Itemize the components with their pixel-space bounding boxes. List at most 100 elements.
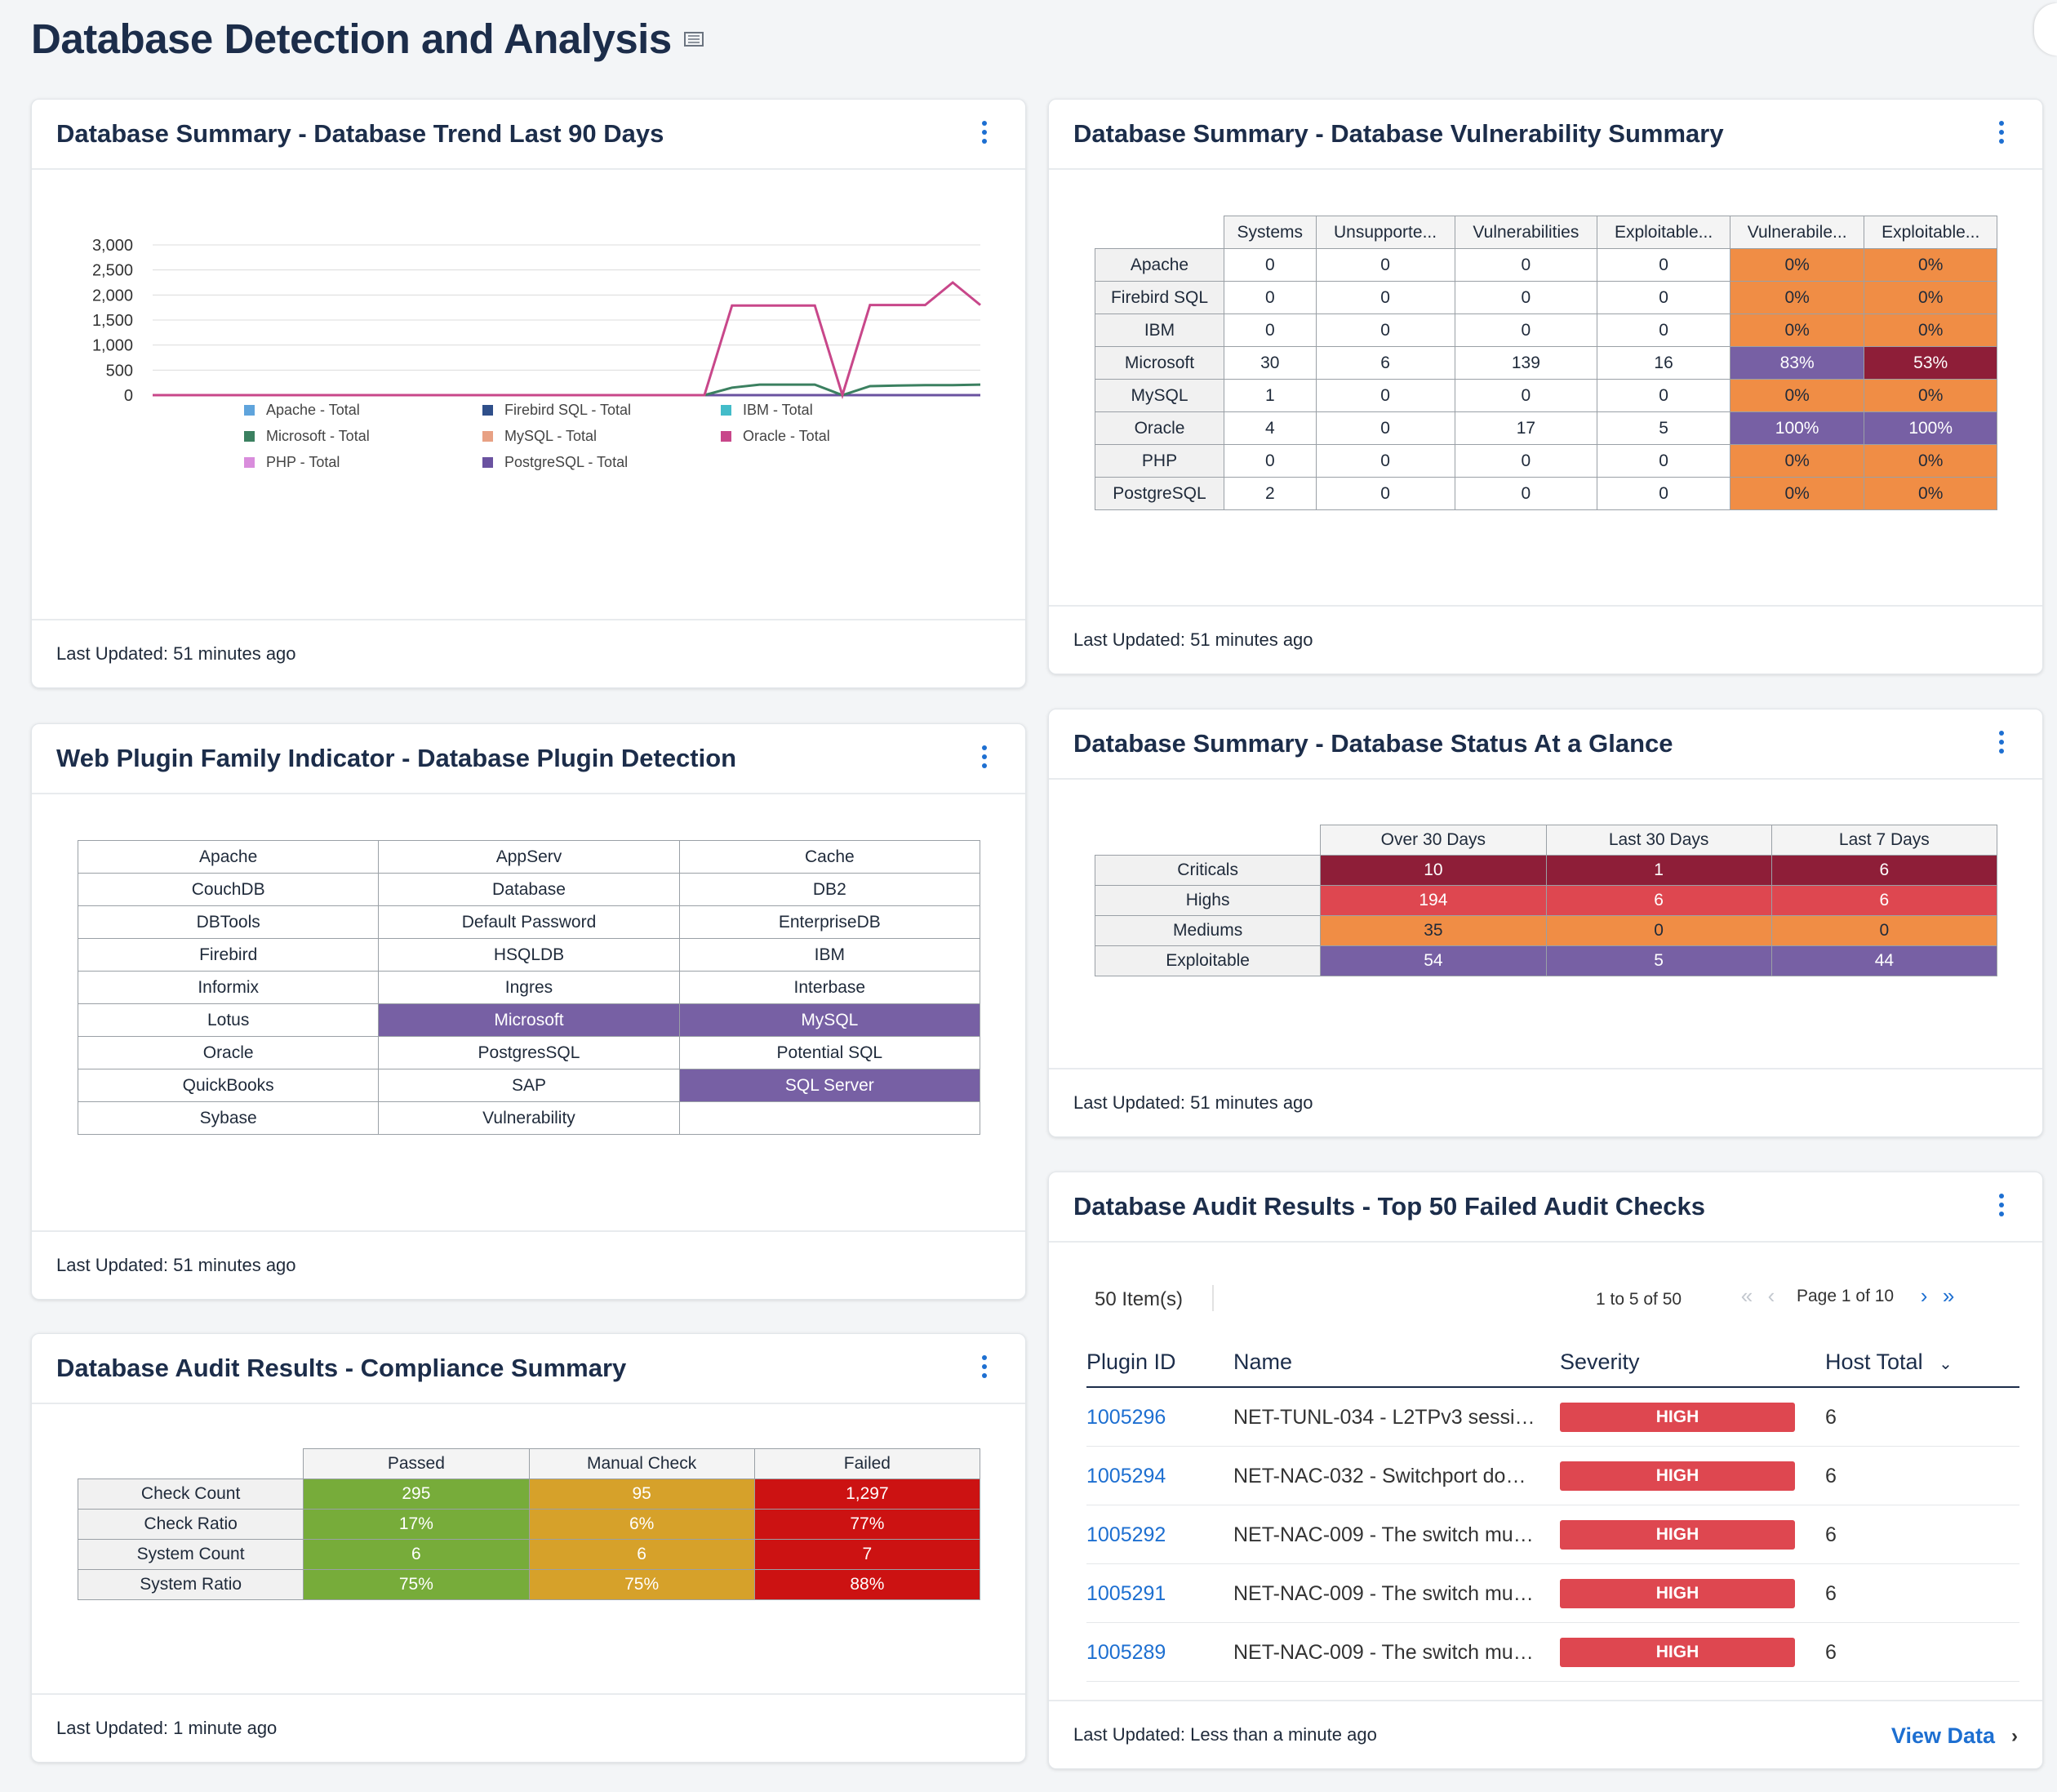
severity-badge: HIGH <box>1560 1520 1795 1550</box>
plugin-cell: PostgresSQL <box>378 1036 680 1069</box>
table-cell: 1,297 <box>753 1479 981 1510</box>
table-cell: 100% <box>1864 411 1997 445</box>
vulnerability-summary-table: Systems Unsupporte... Vulnerabilities Explo… <box>1095 216 1997 510</box>
table-cell: 75% <box>303 1569 530 1600</box>
table-row: IBM 0 0 0 0 0% 0% <box>1095 313 1997 347</box>
table-cell: 0 <box>1597 281 1730 314</box>
page-title: Database Detection and Analysis <box>31 15 706 63</box>
row-header: IBM <box>1095 313 1224 347</box>
column-header: Exploitable... <box>1597 216 1730 249</box>
column-plugin-id[interactable]: Plugin ID <box>1086 1350 1176 1374</box>
card-title: Database Audit Results - Compliance Summ… <box>56 1354 627 1382</box>
legend-swatch <box>721 431 731 442</box>
host-total: 6 <box>1825 1523 1837 1546</box>
series-line-microsoft-total[interactable] <box>153 383 981 397</box>
side-panel-toggle[interactable] <box>2034 3 2057 56</box>
kebab-menu-icon[interactable] <box>981 1355 988 1378</box>
table-cell: 0 <box>1224 313 1317 347</box>
kebab-menu-icon[interactable] <box>1998 1194 2005 1216</box>
table-cell: 4 <box>1224 411 1317 445</box>
table-row: Highs 194 6 6 <box>1094 885 1998 916</box>
table-cell: 0 <box>1454 248 1598 282</box>
kebab-menu-icon[interactable] <box>1998 121 2005 144</box>
column-header: Passed <box>303 1448 530 1479</box>
card-header: Database Summary - Database Vulnerabilit… <box>1049 100 2042 170</box>
legend-item[interactable]: Microsoft - Total <box>244 428 482 445</box>
plugin-cell: SAP <box>378 1069 680 1102</box>
card-title: Database Audit Results - Top 50 Failed A… <box>1073 1192 1706 1221</box>
check-name: NET-NAC-009 - The switch must manage exc… <box>1233 1641 1535 1664</box>
first-page-icon[interactable]: « <box>1740 1283 1753 1308</box>
divider <box>1212 1285 1214 1311</box>
plugin-id-link[interactable]: 1005289 <box>1086 1641 1166 1664</box>
table-row[interactable]: 1005289 NET-NAC-009 - The switch must man… <box>1086 1623 2019 1682</box>
view-data-link[interactable]: View Data › <box>1891 1723 2018 1749</box>
card-title: Web Plugin Family Indicator - Database P… <box>56 744 737 772</box>
table-row[interactable]: 1005296 NET-TUNL-034 - L2TPv3 sessions mu… <box>1086 1388 2019 1447</box>
column-header: Over 30 Days <box>1320 825 1547 856</box>
legend-item[interactable]: Apache - Total <box>244 402 482 419</box>
kebab-menu-icon[interactable] <box>1998 731 2005 754</box>
table-cell: 0 <box>1545 915 1772 946</box>
chevron-right-icon: › <box>2011 1724 2018 1747</box>
card-title: Database Summary - Database Vulnerabilit… <box>1073 119 1724 148</box>
plugin-cell: IBM <box>678 938 981 972</box>
table-cell: 0 <box>1315 444 1455 478</box>
page-label: Page 1 of 10 <box>1797 1286 1895 1305</box>
card-plugin-detection: Web Plugin Family Indicator - Database P… <box>31 723 1026 1300</box>
table-cell: 75% <box>528 1569 755 1600</box>
table-row: Apache AppServ Cache <box>77 840 981 874</box>
legend-item[interactable]: Firebird SQL - Total <box>482 402 721 419</box>
check-name: NET-TUNL-034 - L2TPv3 sessions must be a… <box>1233 1406 1535 1429</box>
table-cell: 5 <box>1597 411 1730 445</box>
severity-badge: HIGH <box>1560 1579 1795 1608</box>
legend-item[interactable]: Oracle - Total <box>721 428 884 445</box>
check-name: NET-NAC-009 - The switch must manage exc… <box>1233 1582 1535 1605</box>
table-cell: 10 <box>1320 855 1547 886</box>
legend-item[interactable]: PostgreSQL - Total <box>482 454 721 471</box>
card-header: Database Summary - Database Status At a … <box>1049 709 2042 780</box>
legend-item[interactable]: PHP - Total <box>244 454 482 471</box>
column-severity[interactable]: Severity <box>1560 1350 1640 1374</box>
kebab-menu-icon[interactable] <box>981 121 988 144</box>
plugin-cell: DBTools <box>77 905 380 939</box>
severity-badge: HIGH <box>1560 1403 1795 1432</box>
table-cell: 0 <box>1454 379 1598 412</box>
legend-item[interactable]: IBM - Total <box>721 402 884 419</box>
book-icon[interactable] <box>683 29 706 49</box>
table-cell: 0 <box>1454 313 1598 347</box>
table-cell: 35 <box>1320 915 1547 946</box>
table-row[interactable]: 1005292 NET-NAC-009 - The switch must man… <box>1086 1505 2019 1564</box>
status-table: Over 30 Days Last 30 Days Last 7 Days Criti… <box>1094 825 1998 976</box>
previous-page-icon[interactable]: ‹ <box>1767 1283 1775 1308</box>
legend-label: Firebird SQL - Total <box>504 402 632 418</box>
row-header: Highs <box>1094 885 1322 916</box>
table-row[interactable]: 1005294 NET-NAC-032 - Switchport does not… <box>1086 1447 2019 1505</box>
legend-item[interactable]: MySQL - Total <box>482 428 721 445</box>
table-row[interactable]: 1005291 NET-NAC-009 - The switch must man… <box>1086 1564 2019 1623</box>
plugin-id-link[interactable]: 1005291 <box>1086 1582 1166 1605</box>
column-name[interactable]: Name <box>1233 1350 1293 1374</box>
kebab-menu-icon[interactable] <box>981 745 988 768</box>
table-cell: 0% <box>1864 444 1997 478</box>
last-page-icon[interactable]: » <box>1942 1283 1955 1308</box>
next-page-icon[interactable]: › <box>1920 1283 1928 1308</box>
compliance-table: Passed Manual Check Failed Check Count 295 95… <box>77 1448 981 1600</box>
table-row: Check Ratio 17% 6% 77% <box>77 1509 981 1540</box>
column-header: Vulnerabilities <box>1454 216 1598 249</box>
row-header: PostgreSQL <box>1095 477 1224 510</box>
row-header: Criticals <box>1094 855 1322 886</box>
plugin-id-link[interactable]: 1005292 <box>1086 1523 1166 1546</box>
column-host-total[interactable]: Host Total ⌄ <box>1825 1337 1953 1386</box>
sort-desc-icon[interactable]: ⌄ <box>1939 1355 1953 1373</box>
table-cell: 6 <box>1315 346 1455 380</box>
series-line-oracle-total[interactable] <box>153 281 981 400</box>
row-header: Apache <box>1095 248 1224 282</box>
card-header: Database Audit Results - Compliance Summ… <box>32 1334 1025 1404</box>
host-total: 6 <box>1825 1465 1837 1487</box>
plugin-id-link[interactable]: 1005294 <box>1086 1465 1166 1487</box>
row-header: Microsoft <box>1095 346 1224 380</box>
plugin-id-link[interactable]: 1005296 <box>1086 1406 1166 1429</box>
table-row: Oracle 4 0 17 5 100% 100% <box>1095 411 1997 445</box>
card-database-trend: Database Summary - Database Trend Last 9… <box>31 99 1026 688</box>
